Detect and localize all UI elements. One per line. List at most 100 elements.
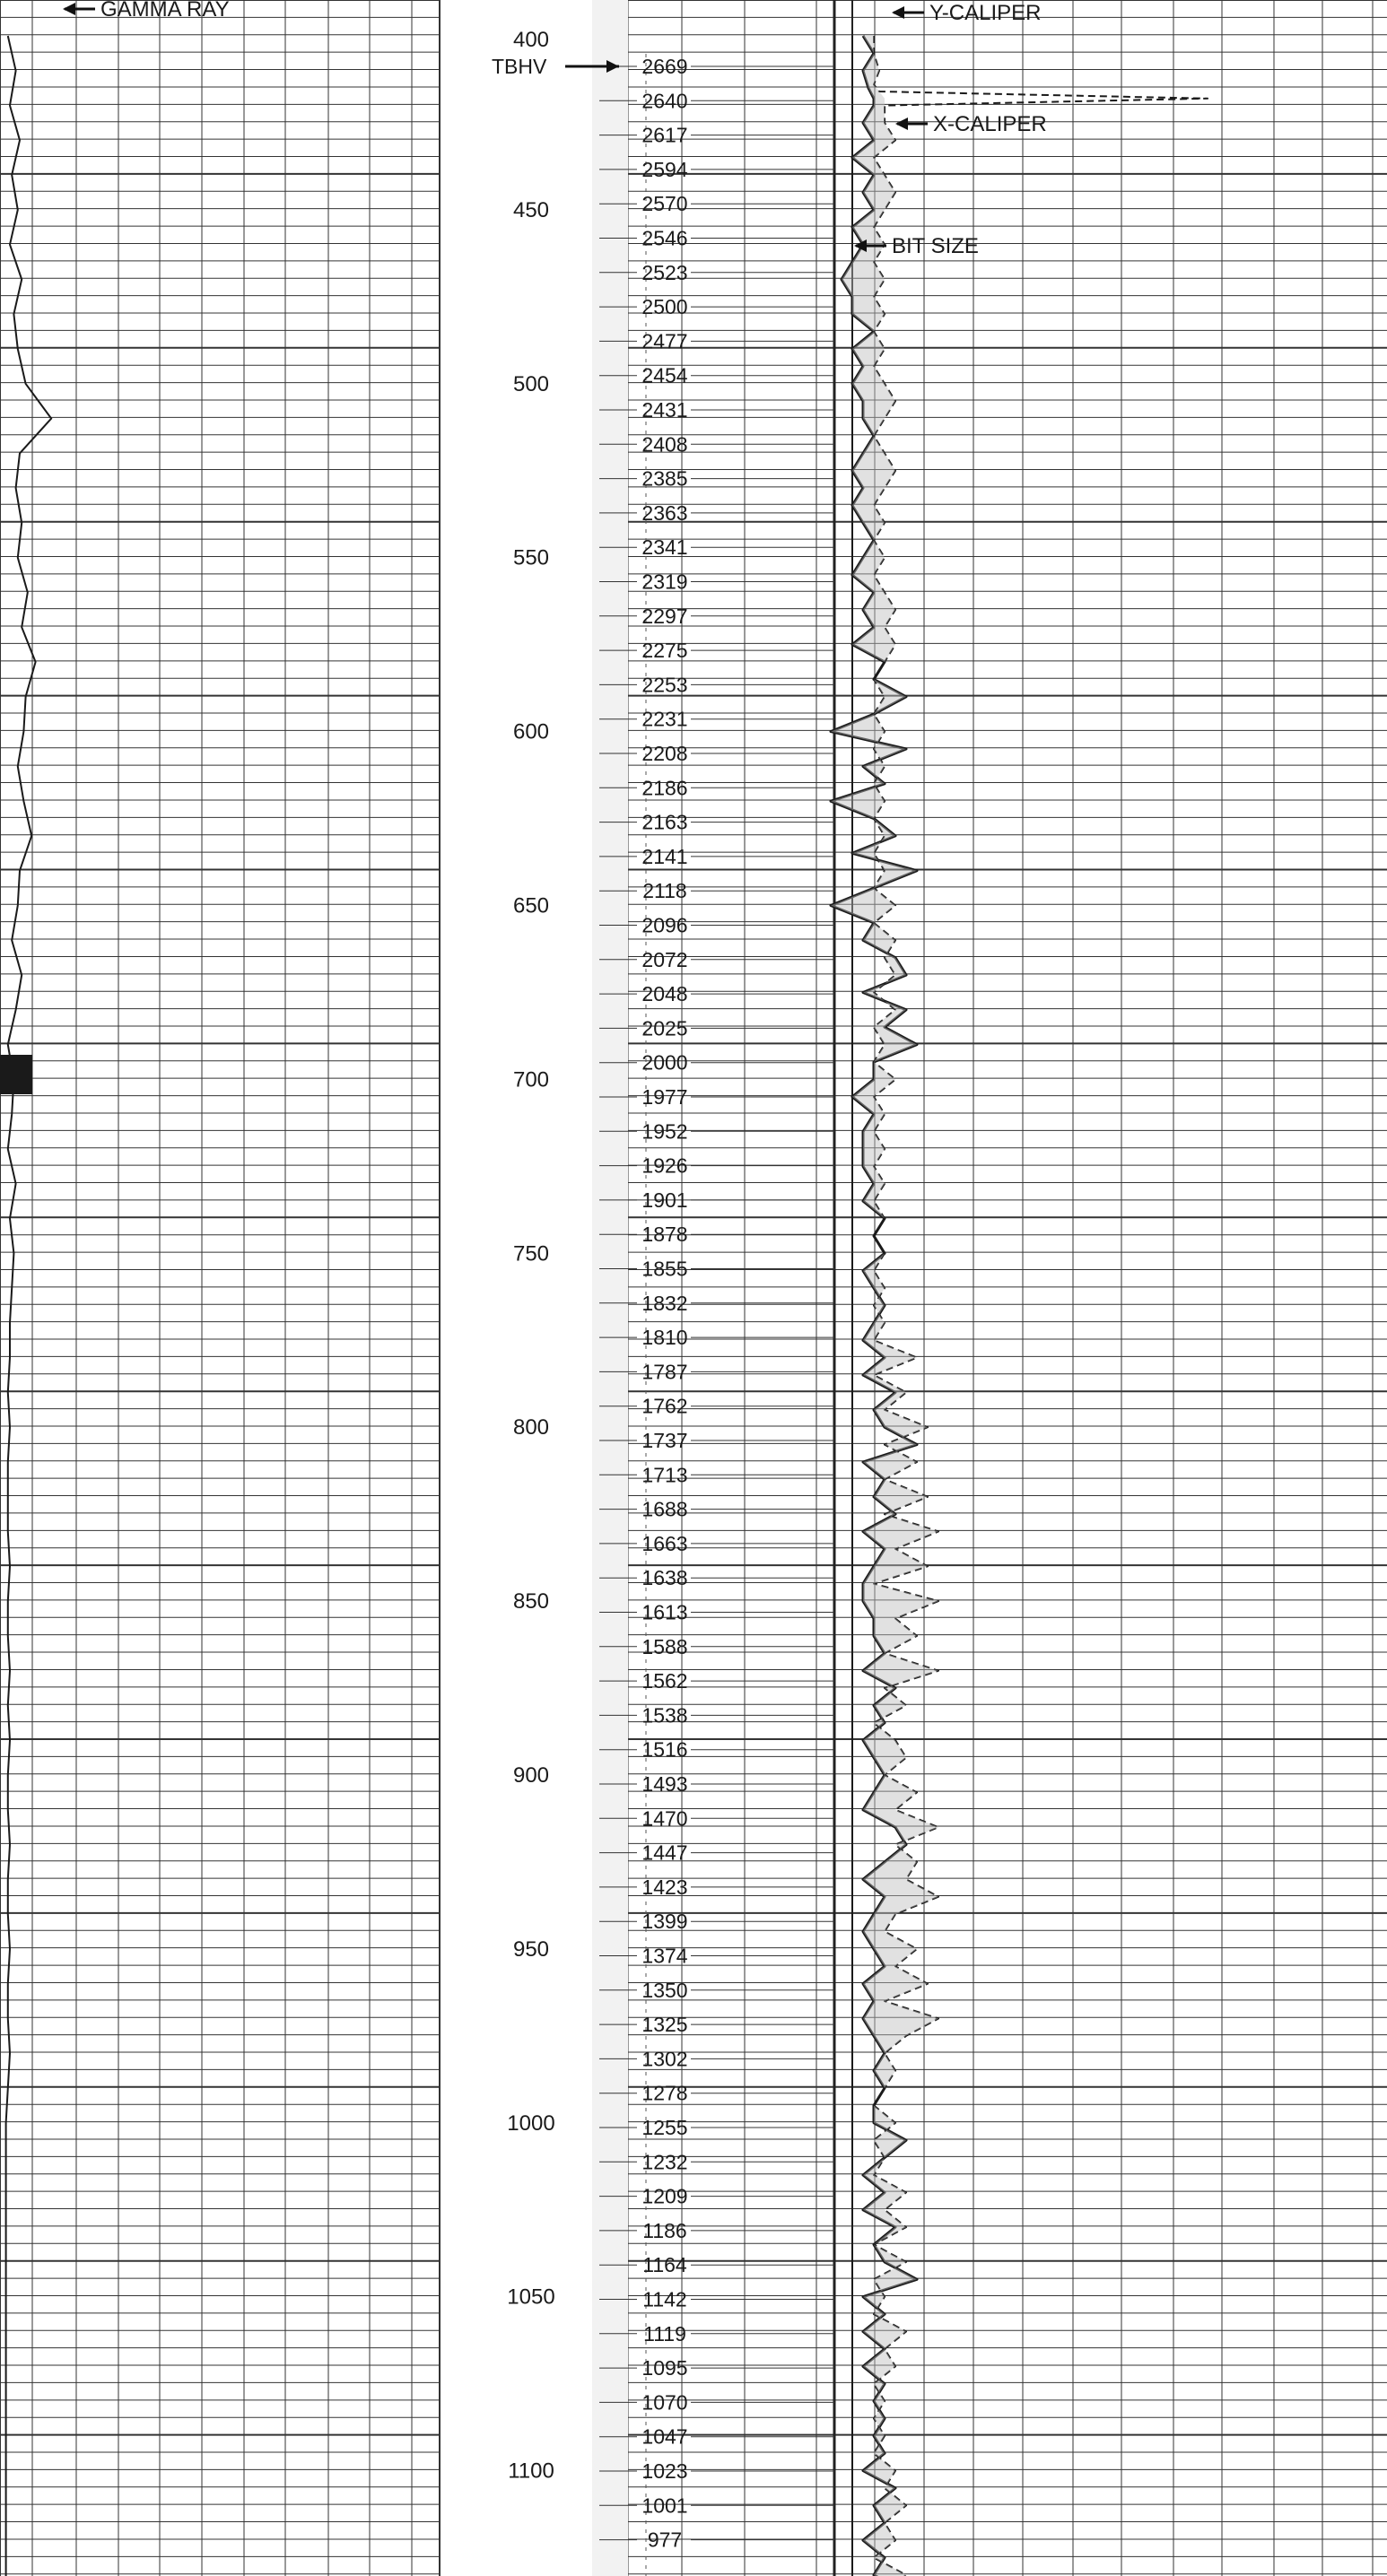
time-label: 1762 <box>641 1395 687 1418</box>
time-label: 1423 <box>641 1875 687 1899</box>
depth-tick-label: 700 <box>513 1067 549 1092</box>
time-label: 2275 <box>641 639 687 662</box>
time-label: 1562 <box>641 1669 687 1693</box>
time-label: 2546 <box>641 227 687 250</box>
depth-tick-label: 850 <box>513 1589 549 1614</box>
time-label: 1119 <box>643 2322 686 2345</box>
track1-grid <box>0 0 441 2576</box>
time-label: 2163 <box>641 811 687 834</box>
time-label: 1095 <box>641 2356 687 2380</box>
time-label: 2477 <box>641 329 687 352</box>
time-label: 2617 <box>641 124 687 147</box>
curve-x-caliper <box>829 35 919 2576</box>
depth-tick-label: 900 <box>513 1763 549 1788</box>
time-label: 977 <box>648 2528 682 2552</box>
time-label: 1232 <box>641 2150 687 2173</box>
bit-size-label: BIT SIZE <box>892 234 979 258</box>
time-label: 2231 <box>641 708 687 731</box>
time-label: 1926 <box>641 1154 687 1178</box>
time-label: 2385 <box>641 467 687 491</box>
time-label: 2341 <box>641 535 687 559</box>
time-label: 2454 <box>641 364 687 387</box>
depth-tick-label: 550 <box>513 546 549 570</box>
time-label: 2253 <box>641 673 687 696</box>
curve-gamma-ray <box>4 35 53 2576</box>
time-label: 1613 <box>641 1601 687 1624</box>
time-label: 1832 <box>641 1292 687 1315</box>
depth-marker-block <box>0 1055 32 1094</box>
time-label: 1325 <box>641 2013 687 2036</box>
time-label: 1588 <box>641 1635 687 1658</box>
time-label: 2141 <box>641 845 687 868</box>
depth-tick-label: 500 <box>513 372 549 396</box>
time-label: 1878 <box>641 1223 687 1246</box>
time-label: 1516 <box>641 1738 687 1762</box>
depth-tick-label: 1100 <box>508 2459 554 2484</box>
x-caliper-arrowhead <box>895 117 908 130</box>
time-label: 1164 <box>642 2253 687 2276</box>
depth-tick-label: 400 <box>513 28 549 52</box>
tbhv-flag-arrowhead <box>606 60 619 73</box>
time-label: 1638 <box>641 1566 687 1589</box>
gamma-ray-label: GAMMA RAY <box>100 0 230 22</box>
track3-grid <box>598 0 1387 2576</box>
time-label: 1302 <box>641 2047 687 2070</box>
time-label: 2118 <box>642 879 686 902</box>
time-label: 2669 <box>641 55 687 78</box>
time-label: 1538 <box>641 1703 687 1727</box>
time-label: 1713 <box>641 1463 687 1486</box>
y-caliper-arrowhead <box>892 6 904 19</box>
depth-tick-label: 1000 <box>507 2111 554 2136</box>
time-label: 2640 <box>641 89 687 112</box>
depth-track: 400 450 500 550 600 650 700 750 800 850 900 950 1000… <box>507 28 554 2484</box>
time-label: 2048 <box>641 982 687 1005</box>
time-label: 1470 <box>641 1806 687 1830</box>
time-label: 1901 <box>641 1188 687 1212</box>
x-caliper-label: X-CALIPER <box>933 112 1047 136</box>
depth-tick-label: 750 <box>513 1241 549 1266</box>
time-label: 2594 <box>641 158 687 181</box>
annotations: GAMMA RAY Y-CALIPER X-CALIPER BIT SIZE <box>63 0 1047 258</box>
time-label: 2319 <box>641 570 687 594</box>
depth-tick-label: 1050 <box>507 2285 554 2310</box>
time-label: 2523 <box>641 261 687 284</box>
curves <box>4 35 1208 2576</box>
time-label: 2408 <box>641 432 687 456</box>
gamma-ray-arrowhead <box>63 3 75 15</box>
time-label: 2025 <box>641 1016 687 1040</box>
time-label: 1787 <box>641 1360 687 1383</box>
time-label: 1142 <box>642 2288 686 2311</box>
tbhv-flag-label: TBHV <box>492 55 547 78</box>
time-label: 1810 <box>641 1326 687 1349</box>
time-label: 2096 <box>641 914 687 937</box>
time-label: 1278 <box>641 2082 687 2105</box>
time-label: 1070 <box>641 2390 687 2414</box>
time-label: 1855 <box>641 1258 687 1281</box>
time-label: 2570 <box>641 192 687 215</box>
curve-y-caliper <box>873 36 1208 2576</box>
time-label: 2297 <box>641 605 687 628</box>
time-label: 1255 <box>641 2116 687 2139</box>
time-label: 1001 <box>641 2493 687 2517</box>
depth-tick-label: 650 <box>513 894 549 918</box>
time-label: 1209 <box>641 2185 687 2208</box>
bit-size-arrowhead <box>854 239 867 252</box>
time-label: 1023 <box>641 2459 687 2483</box>
y-caliper-label: Y-CALIPER <box>929 1 1042 25</box>
time-label: 1977 <box>641 1085 687 1109</box>
time-label: 2363 <box>641 501 687 525</box>
time-label: 1186 <box>642 2219 686 2242</box>
time-label: 1663 <box>641 1532 687 1555</box>
time-label: 2072 <box>641 948 687 971</box>
depth-track-background <box>592 0 628 2576</box>
time-label: 1399 <box>641 1910 687 1933</box>
time-label: 1350 <box>641 1979 687 2002</box>
time-label: 2000 <box>641 1051 687 1075</box>
depth-tick-label: 600 <box>513 720 549 744</box>
depth-tick-label: 450 <box>513 198 549 222</box>
time-label: 2186 <box>641 776 687 799</box>
time-label: 1374 <box>641 1945 687 1968</box>
caliper-washout-fill <box>831 36 938 2576</box>
time-label: 1047 <box>641 2425 687 2449</box>
